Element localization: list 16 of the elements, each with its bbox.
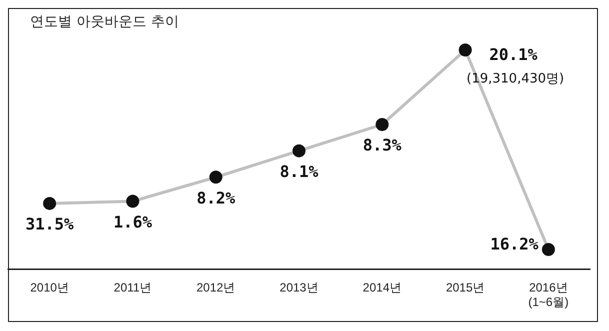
annotation: 8.1% <box>280 162 319 181</box>
annotation: 31.5% <box>25 214 74 234</box>
annotation: 8.2% <box>196 188 236 208</box>
x-tick-label: 2010년 <box>30 280 69 295</box>
chart-title: 연도별 아웃바운드 추이 <box>30 13 179 31</box>
x-tick-label: 2015년 <box>446 280 485 295</box>
annotation: 1.6% <box>113 212 152 232</box>
x-tick-label: 2016년 (1~6월) <box>528 280 569 310</box>
x-tick-label: 2013년 <box>280 280 318 295</box>
annotation: 20.1% <box>489 45 538 64</box>
annotation: (19,310,430명) <box>466 71 564 86</box>
annotation: 16.2% <box>490 234 539 254</box>
x-tick-label: 2011년 <box>114 280 152 295</box>
x-tick-label: 2014년 <box>362 280 402 295</box>
x-tick-label: 2012년 <box>196 280 236 295</box>
annotation: 8.3% <box>362 136 402 155</box>
